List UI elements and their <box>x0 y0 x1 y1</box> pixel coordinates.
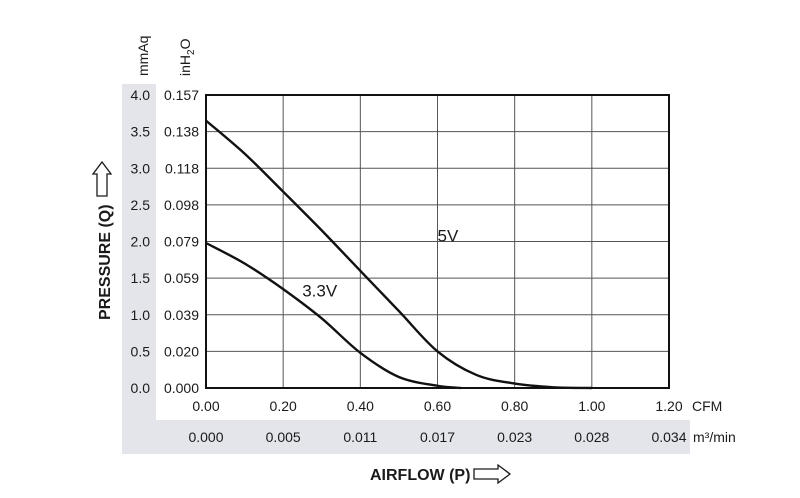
y-tick-label-secondary: 0.039 <box>164 307 199 323</box>
x-tick-label: 0.80 <box>501 398 528 414</box>
grid <box>206 95 669 388</box>
y-tick-label: 4.0 <box>131 87 151 103</box>
x-tick-label-secondary: 0.028 <box>574 429 609 445</box>
y-axis-panel <box>122 84 156 454</box>
y-tick-label-secondary: 0.138 <box>164 124 199 140</box>
y-tick-label-secondary: 0.079 <box>164 234 199 250</box>
curve-label: 5V <box>438 227 459 246</box>
y-tick-label: 3.0 <box>131 160 151 176</box>
x-tick-label: 0.20 <box>270 398 297 414</box>
x-tick-label-secondary: 0.034 <box>651 429 686 445</box>
y-unit-inh2o: inH2O <box>177 38 197 76</box>
y-tick-label-secondary: 0.098 <box>164 197 199 213</box>
x-unit-m3min: m³/min <box>693 429 736 445</box>
y-tick-label-secondary: 0.059 <box>164 270 199 286</box>
y-axis-title: PRESSURE (Q) <box>97 204 114 320</box>
y-tick-label: 1.5 <box>131 270 151 286</box>
x-tick-label-secondary: 0.005 <box>266 429 301 445</box>
x-tick-label: 0.40 <box>347 398 374 414</box>
y-tick-label: 2.5 <box>131 197 151 213</box>
y-tick-label-secondary: 0.020 <box>164 343 199 359</box>
y-tick-label: 0.5 <box>131 343 151 359</box>
y-tick-label: 2.0 <box>131 234 151 250</box>
x-unit-cfm: CFM <box>692 398 722 414</box>
x-tick-label: 1.00 <box>578 398 605 414</box>
x-tick-label-secondary: 0.023 <box>497 429 532 445</box>
y-tick-label: 3.5 <box>131 124 151 140</box>
y-axis-arrow-icon <box>91 160 113 197</box>
y-tick-label-secondary: 0.118 <box>165 160 199 176</box>
curve-label: 3.3V <box>302 281 338 300</box>
x-tick-label: 1.20 <box>655 398 682 414</box>
tick-labels: 0.00 0.20 0.40 0.60 0.80 1.00 1.20 0.000 0.005 0.… <box>131 87 687 445</box>
x-tick-label-secondary: 0.000 <box>188 429 223 445</box>
y-tick-label: 1.0 <box>131 307 151 323</box>
x-tick-label-secondary: 0.011 <box>343 429 377 445</box>
curves: 5V 3.3V <box>205 119 592 390</box>
x-tick-label: 0.00 <box>192 398 219 414</box>
x-tick-label: 0.60 <box>424 398 451 414</box>
y-unit-mmaq: mmAq <box>135 36 151 76</box>
x-tick-label-secondary: 0.017 <box>420 429 455 445</box>
x-axis-arrow-icon <box>473 463 512 485</box>
y-tick-label-secondary: 0.157 <box>164 87 199 103</box>
curve-33V <box>205 241 461 390</box>
curve-5V <box>205 119 592 390</box>
x-axis-panel <box>122 420 690 454</box>
plot-frame <box>205 94 670 389</box>
y-tick-label: 0.0 <box>131 380 151 396</box>
x-axis-title: AIRFLOW (P) <box>370 467 470 484</box>
y-tick-label-secondary: 0.000 <box>164 380 199 396</box>
